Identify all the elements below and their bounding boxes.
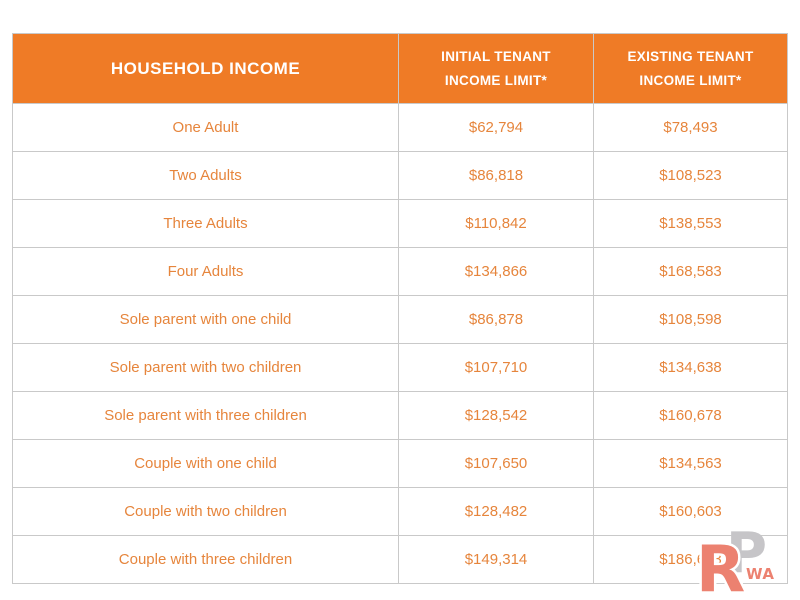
table-row: Sole parent with two children $107,710 $… [12, 343, 788, 392]
header-household-income: HOUSEHOLD INCOME [12, 33, 399, 104]
existing-limit-cell: $168,583 [593, 247, 788, 296]
income-limits-table: HOUSEHOLD INCOME INITIAL TENANT INCOME L… [12, 33, 788, 584]
table-row: Couple with one child $107,650 $134,563 [12, 439, 788, 488]
household-cell: Sole parent with three children [12, 391, 399, 440]
existing-limit-cell: $138,553 [593, 199, 788, 248]
table-row: Two Adults $86,818 $108,523 [12, 151, 788, 200]
table-row: Three Adults $110,842 $138,553 [12, 199, 788, 248]
existing-limit-cell: $134,638 [593, 343, 788, 392]
existing-limit-cell: $108,598 [593, 295, 788, 344]
household-cell: Couple with two children [12, 487, 399, 536]
existing-limit-cell: $160,678 [593, 391, 788, 440]
initial-limit-cell: $86,818 [398, 151, 594, 200]
initial-limit-cell: $107,710 [398, 343, 594, 392]
existing-limit-cell: $160,603 [593, 487, 788, 536]
household-cell: Couple with one child [12, 439, 399, 488]
initial-limit-cell: $134,866 [398, 247, 594, 296]
table-row: Sole parent with one child $86,878 $108,… [12, 295, 788, 344]
table-row: Sole parent with three children $128,542… [12, 391, 788, 440]
initial-limit-cell: $149,314 [398, 535, 594, 584]
existing-limit-cell: $108,523 [593, 151, 788, 200]
header-initial-tenant-limit: INITIAL TENANT INCOME LIMIT* [398, 33, 594, 104]
household-cell: One Adult [12, 103, 399, 152]
header-existing-tenant-limit: EXISTING TENANT INCOME LIMIT* [593, 33, 788, 104]
table-header-row: HOUSEHOLD INCOME INITIAL TENANT INCOME L… [12, 33, 788, 104]
initial-limit-cell: $86,878 [398, 295, 594, 344]
household-cell: Sole parent with two children [12, 343, 399, 392]
table-row: Couple with three children $149,314 $186… [12, 535, 788, 584]
income-limits-table-container: HOUSEHOLD INCOME INITIAL TENANT INCOME L… [12, 33, 788, 584]
initial-limit-cell: $62,794 [398, 103, 594, 152]
initial-limit-cell: $128,482 [398, 487, 594, 536]
initial-limit-cell: $128,542 [398, 391, 594, 440]
initial-limit-cell: $107,650 [398, 439, 594, 488]
household-cell: Couple with three children [12, 535, 399, 584]
table-row: Couple with two children $128,482 $160,6… [12, 487, 788, 536]
table-row: Four Adults $134,866 $168,583 [12, 247, 788, 296]
existing-limit-cell: $78,493 [593, 103, 788, 152]
existing-limit-cell: $186,643 [593, 535, 788, 584]
household-cell: Two Adults [12, 151, 399, 200]
household-cell: Sole parent with one child [12, 295, 399, 344]
initial-limit-cell: $110,842 [398, 199, 594, 248]
household-cell: Four Adults [12, 247, 399, 296]
household-cell: Three Adults [12, 199, 399, 248]
table-row: One Adult $62,794 $78,493 [12, 103, 788, 152]
existing-limit-cell: $134,563 [593, 439, 788, 488]
